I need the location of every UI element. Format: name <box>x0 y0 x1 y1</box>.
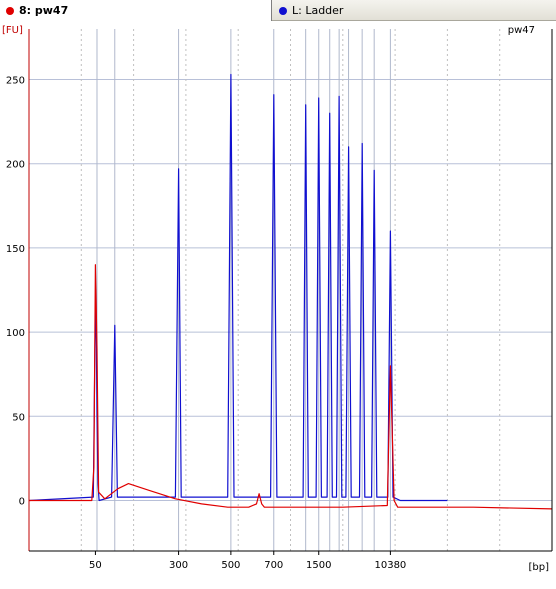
y-axis-label: [FU] <box>2 25 23 36</box>
y-tick-label-5: 250 <box>6 76 25 87</box>
x-tick-label-4: 1500 <box>306 560 331 571</box>
chart-title: pw47 <box>508 25 535 36</box>
y-tick-label-3: 150 <box>6 244 25 255</box>
electropherogram-chart: [FU] pw47 [bp] 0 50 100 150 200 250 50 300 500 70… <box>2 25 553 573</box>
x-tick-label-1: 300 <box>169 560 188 571</box>
x-tick-label-2: 500 <box>221 560 240 571</box>
x-tick-label-5: 10380 <box>374 560 406 571</box>
x-axis-label: [bp] <box>529 562 550 573</box>
y-tick-label-1: 50 <box>12 412 25 423</box>
chart-area: [FU] pw47 [bp] 0 50 100 150 200 250 50 300 500 70… <box>0 21 556 586</box>
tab-sample-label: 8: pw47 <box>19 4 69 17</box>
tab-bar: 8: pw47 L: Ladder <box>0 0 556 21</box>
y-tick-label-4: 200 <box>6 160 25 171</box>
tab-sample[interactable]: 8: pw47 <box>0 0 272 21</box>
ladder-dot-icon <box>279 6 287 15</box>
tab-ladder-label: L: Ladder <box>292 4 344 17</box>
series-ladder <box>28 73 448 502</box>
y-tick-label-2: 100 <box>6 328 25 339</box>
tab-ladder[interactable]: L: Ladder <box>273 0 556 21</box>
series-pw47 <box>29 264 553 510</box>
x-tick-label-0: 50 <box>89 560 102 571</box>
x-tick-label-3: 700 <box>264 560 283 571</box>
y-tick-label-0: 0 <box>19 496 25 507</box>
sample-dot-icon <box>6 6 14 15</box>
